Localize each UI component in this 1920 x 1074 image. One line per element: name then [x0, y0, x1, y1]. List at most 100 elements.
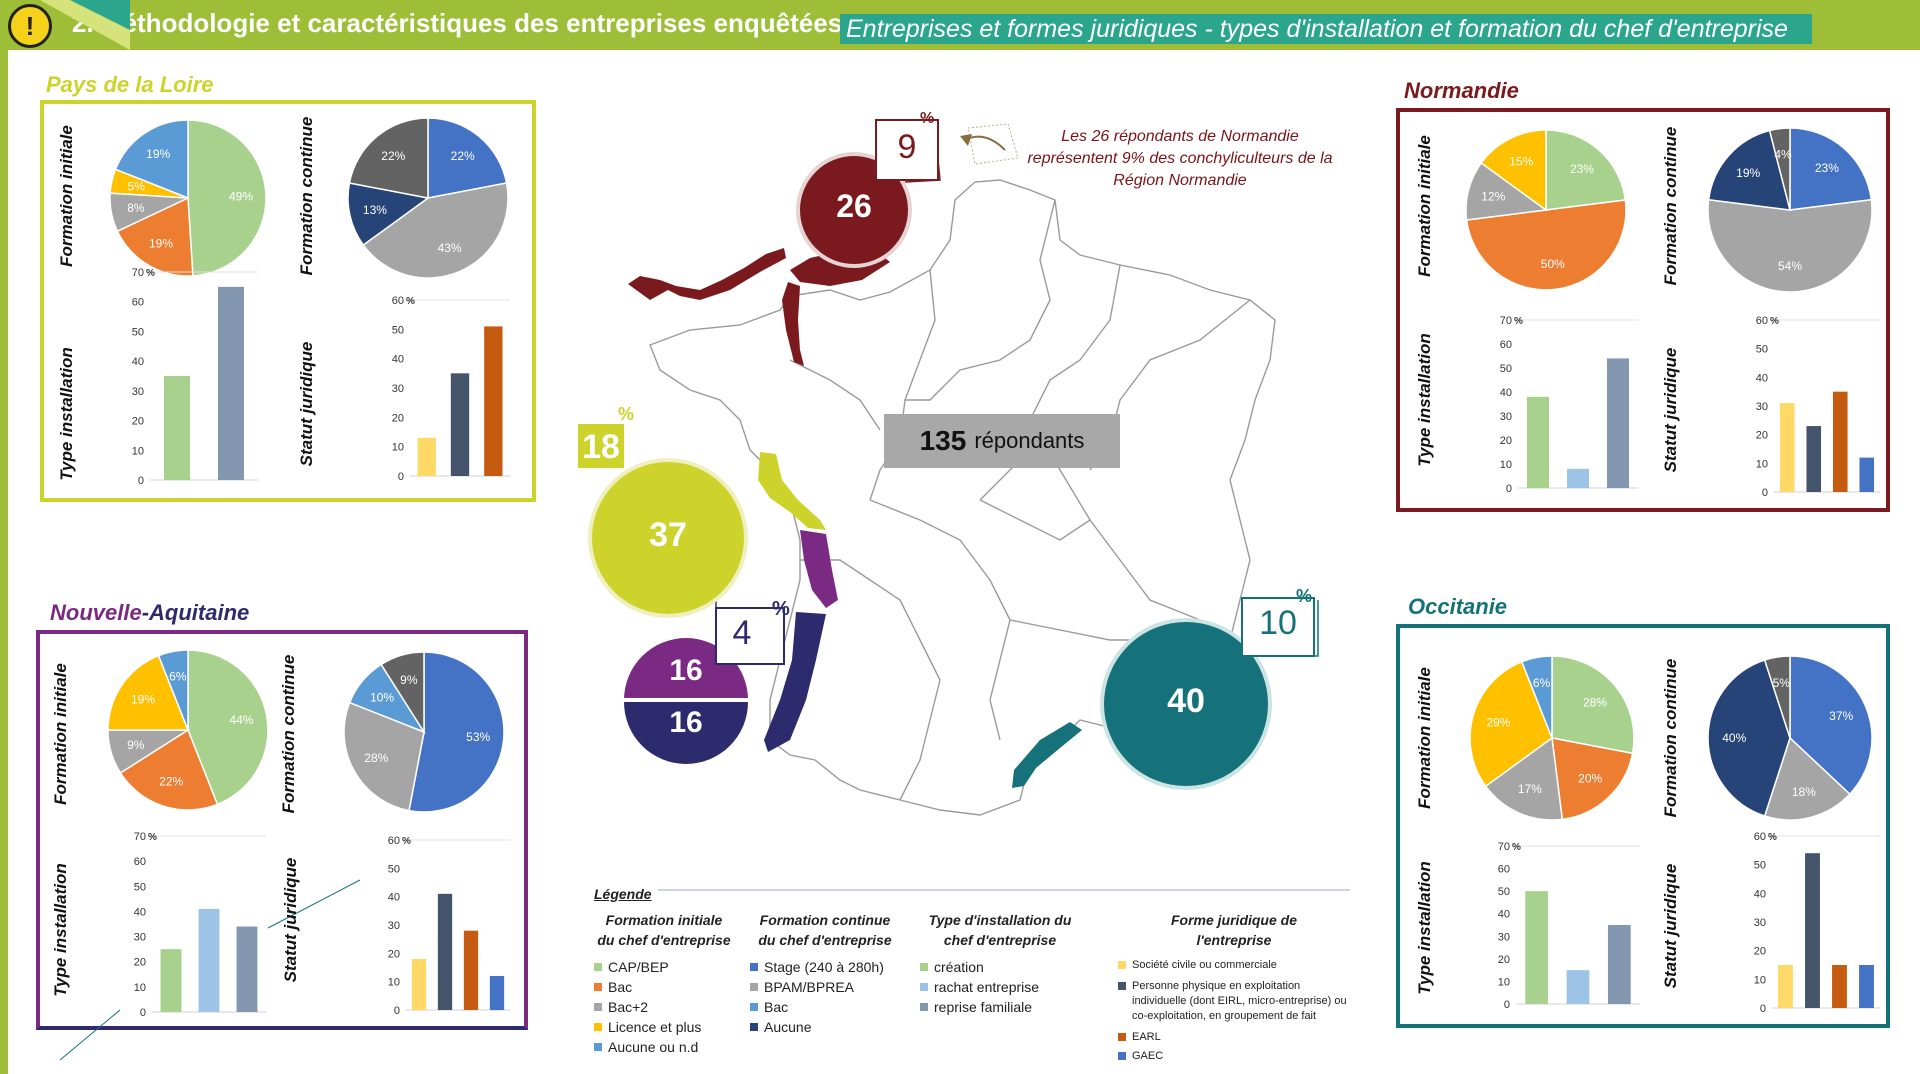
legend-label: reprise familiale — [934, 999, 1033, 1015]
legend-swatch — [750, 1003, 758, 1011]
y-unit-label: % — [1512, 842, 1521, 853]
y-tick-label: 20 — [1500, 435, 1512, 447]
chart-side-label: Type installation — [1415, 861, 1434, 995]
legend-item: EARL — [1118, 1030, 1350, 1045]
y-tick-label: 40 — [392, 354, 404, 366]
bar — [198, 908, 220, 1012]
legend-item: CAP/BEP — [594, 958, 734, 976]
legend-label: CAP/BEP — [608, 959, 669, 975]
pie-slice — [1763, 736, 1851, 821]
legend-swatch — [750, 1023, 758, 1031]
chart-side-label: Formation continue — [1661, 127, 1680, 286]
bar — [1525, 891, 1549, 1004]
left-accent-strip — [0, 50, 8, 1074]
pie-slice — [380, 651, 425, 735]
bubble-pct-sign-occitanie: % — [1296, 586, 1313, 606]
page-subtitle: Entreprises et formes juridiques - types… — [846, 15, 1788, 43]
pie-slice-label: 22% — [451, 149, 475, 163]
y-tick-label: 10 — [1500, 459, 1512, 471]
legend-rule — [658, 889, 1350, 891]
bar — [160, 949, 182, 1012]
y-tick-label: 20 — [392, 412, 404, 424]
chart-side-label: Statut juridique — [281, 858, 300, 983]
region-title-occitanie: Occitanie — [1408, 594, 1508, 619]
legend-swatch — [594, 1043, 602, 1051]
legend-heading-line: l'entreprise — [1196, 932, 1272, 948]
total-respondents-badge: 135 répondants — [884, 414, 1120, 468]
y-tick-label: 70 — [134, 831, 146, 843]
y-unit-label: % — [146, 268, 155, 279]
legend-item: Licence et plus — [594, 1018, 734, 1036]
pie-slice-label: 19% — [146, 147, 170, 161]
y-tick-label: 20 — [388, 948, 400, 960]
y-unit-label: % — [1768, 832, 1777, 843]
pie-slice-label: 12% — [1481, 189, 1505, 203]
legend-heading-line: Formation continue — [759, 912, 891, 928]
y-tick-label: 70 — [132, 267, 144, 279]
y-tick-label: 40 — [388, 892, 400, 904]
y-tick-label: 60 — [388, 835, 400, 847]
region-box-normandie — [1396, 108, 1890, 512]
y-unit-label: % — [402, 836, 411, 847]
legend-label: rachat entreprise — [934, 979, 1040, 995]
y-tick-label: 30 — [388, 920, 400, 932]
y-tick-label: 0 — [140, 1007, 146, 1019]
legend-swatch — [920, 1003, 928, 1011]
pie-slice-label: 10% — [370, 690, 394, 704]
bubble-pct-sign-nouvelle-aquitaine: % — [772, 598, 790, 620]
y-tick-label: 30 — [1498, 931, 1510, 943]
pie-slice — [1551, 737, 1634, 821]
y-tick-label: 0 — [1762, 487, 1768, 499]
y-tick-label: 50 — [1498, 886, 1510, 898]
y-tick-label: 40 — [1500, 387, 1512, 399]
bar — [411, 959, 427, 1010]
legend-heading-line: chef d'entreprise — [943, 932, 1057, 948]
legend-heading-line: du chef d'entreprise — [597, 932, 731, 948]
y-tick-label: 30 — [1500, 411, 1512, 423]
y-tick-label: 70 — [1500, 315, 1512, 327]
pie-slice — [1789, 127, 1873, 211]
legend-swatch — [1118, 1033, 1126, 1041]
chart-side-label: Formation initiale — [57, 125, 76, 267]
bubble-count-nouvelle-aquitaine-a: 16 — [669, 654, 703, 687]
y-tick-label: 50 — [392, 324, 404, 336]
chart-side-label: Type installation — [51, 863, 70, 997]
y-tick-label: 60 — [1500, 339, 1512, 351]
pie-slice — [119, 728, 219, 811]
pie-slice-label: 9% — [127, 738, 145, 752]
chart-side-label: Statut juridique — [1661, 348, 1680, 473]
legend-label: Société civile ou commerciale — [1132, 959, 1277, 971]
legend-label: Bac — [764, 999, 789, 1015]
pie-slice — [1707, 198, 1873, 293]
y-tick-label: 0 — [138, 475, 144, 487]
legend-heading-line: du chef d'entreprise — [758, 932, 892, 948]
legend-swatch — [594, 963, 602, 971]
bubble-count-nouvelle-aquitaine-b: 16 — [669, 706, 703, 739]
pie-slice-label: 28% — [1583, 695, 1607, 709]
legend-heading: Forme juridique de l'entreprise — [1118, 910, 1350, 950]
region-box-pays-loire — [40, 100, 536, 502]
bubble-pct-occitanie: 10 — [1259, 604, 1297, 642]
bubble-count-pays-loire: 37 — [649, 516, 687, 554]
pie-slice-label: 15% — [1509, 155, 1533, 169]
pie-slice-label: 8% — [127, 201, 145, 215]
legend-item: BPAM/BPREA — [750, 978, 900, 996]
bar — [484, 326, 503, 476]
bar — [1859, 457, 1875, 492]
region-box-nouvelle-aquitaine — [36, 630, 528, 1030]
pie-slice — [1484, 736, 1564, 821]
legend-label: BPAM/BPREA — [764, 979, 854, 995]
legend-label: Licence et plus — [608, 1019, 702, 1035]
pie-slice-label: 4% — [1774, 148, 1792, 162]
legend-swatch — [594, 1003, 602, 1011]
y-tick-label: 60 — [132, 297, 144, 309]
y-tick-label: 0 — [394, 1005, 400, 1017]
pie-slice — [1789, 655, 1873, 796]
pie-slice-label: 5% — [1773, 676, 1791, 690]
pie-slice — [116, 196, 194, 277]
y-tick-label: 50 — [132, 326, 144, 338]
legend-label: Bac — [608, 979, 633, 995]
legend-label: Stage (240 à 280h) — [764, 959, 884, 975]
pie-slice — [1763, 655, 1791, 739]
pie-slice — [408, 651, 505, 813]
